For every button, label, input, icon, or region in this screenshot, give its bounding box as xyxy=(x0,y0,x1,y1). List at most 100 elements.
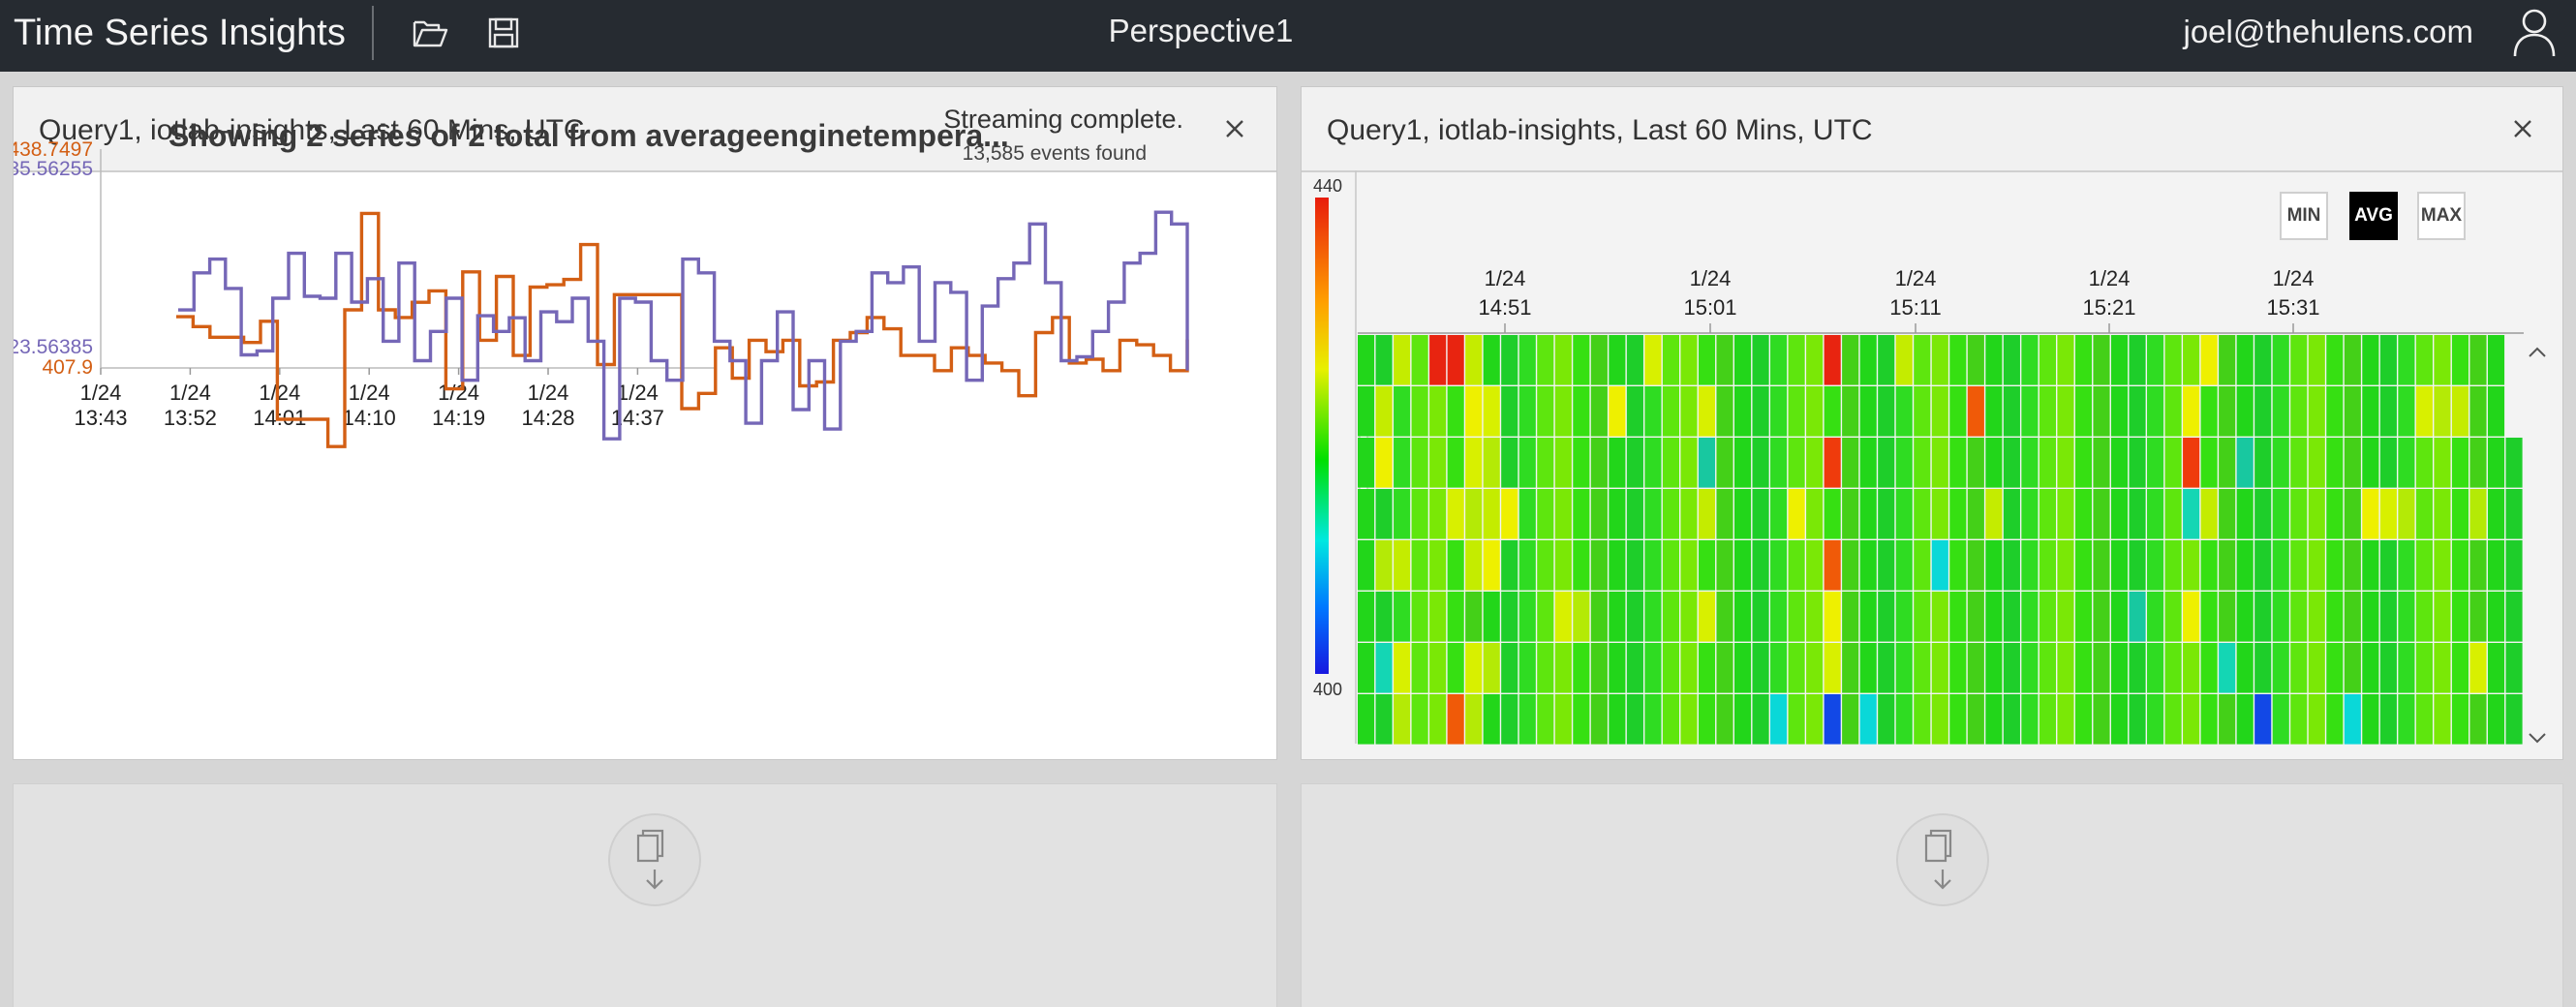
close-panel-button[interactable] xyxy=(2508,114,2537,143)
heatmap-cell xyxy=(2183,592,2200,642)
heatmap-cell xyxy=(1931,386,1948,437)
heatmap-cell xyxy=(2434,643,2451,693)
heatmap-cell xyxy=(1914,335,1931,385)
heatmap-cell xyxy=(2093,489,2110,539)
user-email[interactable]: joel@thehulens.com xyxy=(2183,14,2474,49)
add-query-button[interactable] xyxy=(608,813,701,906)
heatmap-cell xyxy=(2272,489,2289,539)
heatmap-cell xyxy=(2039,489,2056,539)
heatmap-cell xyxy=(1609,540,1626,591)
heatmap-cell xyxy=(1573,694,1590,745)
heatmap-cell xyxy=(1429,438,1447,488)
heatmap-cell xyxy=(2039,386,2056,437)
heatmap-cell xyxy=(2379,335,2397,385)
heatmap-cell xyxy=(2434,540,2451,591)
avg-button[interactable]: AVG xyxy=(2349,192,2398,240)
heatmap-cell xyxy=(1429,643,1447,693)
heatmap-cell xyxy=(1501,438,1518,488)
heatmap-cell xyxy=(2164,489,2182,539)
heatmap-cell xyxy=(1644,643,1662,693)
y-max-label-orange: 438.7497 xyxy=(14,138,93,161)
heatmap-cell xyxy=(2344,540,2361,591)
heatmap-cell xyxy=(1914,489,1931,539)
heatmap-cell xyxy=(2326,643,2344,693)
heatmap-cell xyxy=(2236,386,2254,437)
line-chart[interactable]: 1/2413:431/2413:521/2414:011/2414:101/24… xyxy=(14,87,1276,759)
heatmap-cell xyxy=(2362,643,2379,693)
close-panel-button[interactable] xyxy=(1220,114,1249,143)
heatmap-cell xyxy=(1554,489,1572,539)
save-icon[interactable] xyxy=(484,14,523,52)
user-icon[interactable] xyxy=(2510,6,2559,58)
heatmap-cell xyxy=(1931,489,1948,539)
heatmap-cell xyxy=(2003,386,2020,437)
heatmap-cell xyxy=(1394,643,1411,693)
heatmap-cell xyxy=(1716,438,1733,488)
heatmap-cell xyxy=(1573,489,1590,539)
folder-open-icon[interactable] xyxy=(411,14,449,52)
heatmap-cell xyxy=(1770,489,1788,539)
heatmap-cell xyxy=(2326,489,2344,539)
heatmap-cell xyxy=(2290,694,2308,745)
heatmap-cell xyxy=(2344,489,2361,539)
heatmap-cell xyxy=(1770,694,1788,745)
x-tick-label: 13:52 xyxy=(164,406,217,430)
max-button[interactable]: MAX xyxy=(2417,192,2466,240)
heatmap-cell xyxy=(1644,592,1662,642)
heatmap-cell xyxy=(2451,540,2469,591)
heatmap-cell xyxy=(1752,386,1769,437)
heatmap-cell xyxy=(2326,438,2344,488)
heatmap-cell xyxy=(2093,540,2110,591)
heatmap-cell xyxy=(1644,438,1662,488)
heatmap-cell xyxy=(1590,643,1608,693)
heatmap-cell xyxy=(1609,643,1626,693)
heatmap-cell xyxy=(1733,694,1752,745)
heatmap-cell xyxy=(1411,694,1428,745)
heatmap-cell xyxy=(2147,643,2164,693)
heatmap-cell xyxy=(1770,386,1788,437)
heatmap-cell xyxy=(2164,643,2182,693)
heatmap-cell xyxy=(1609,386,1626,437)
heatmap-cell xyxy=(1518,643,1536,693)
heatmap-cell xyxy=(2272,540,2289,591)
heatmap-cell xyxy=(2200,540,2218,591)
heatmap-cell xyxy=(1733,643,1752,693)
heatmap[interactable]: 440 400 1/24 14:51 1/24 15:01 1/24 15:11 1/24 15… xyxy=(1302,87,2562,759)
add-query-button[interactable] xyxy=(1896,813,1989,906)
heatmap-cell xyxy=(2469,438,2487,488)
heatmap-cell xyxy=(2272,694,2289,745)
heatmap-cell xyxy=(2487,386,2505,437)
heatmap-cell xyxy=(1878,335,1895,385)
scroll-down-arrow[interactable] xyxy=(2526,726,2549,749)
heatmap-cell xyxy=(1447,438,1464,488)
heatmap-cell xyxy=(1358,592,1375,642)
scroll-up-arrow[interactable] xyxy=(2526,341,2549,364)
series-line-purple xyxy=(178,210,1189,441)
heatmap-cell xyxy=(2487,592,2505,642)
heatmap-cell xyxy=(2290,643,2308,693)
heatmap-cell xyxy=(2021,694,2039,745)
heatmap-cell xyxy=(2219,335,2236,385)
heatmap-cell xyxy=(2057,386,2074,437)
chart-title: Showing 2 series of 2 total from average… xyxy=(169,118,1009,153)
heatmap-cell xyxy=(2183,643,2200,693)
heatmap-cell xyxy=(2074,489,2093,539)
min-button[interactable]: MIN xyxy=(2280,192,2328,240)
heatmap-cell xyxy=(1914,643,1931,693)
heatmap-cell xyxy=(1626,540,1643,591)
heatmap-cell xyxy=(1895,694,1913,745)
heatmap-cell xyxy=(2164,386,2182,437)
heatmap-cell xyxy=(1949,540,1967,591)
heatmap-cell xyxy=(2469,335,2487,385)
heatmap-cell xyxy=(1554,335,1572,385)
heatmap-cell xyxy=(1590,540,1608,591)
heatmap-cell xyxy=(1878,540,1895,591)
heatmap-cell xyxy=(2254,540,2272,591)
empty-chart-slot-left[interactable] xyxy=(14,784,1276,1007)
heatmap-cell xyxy=(2379,386,2397,437)
perspective-title[interactable]: Perspective1 xyxy=(1108,13,1294,48)
chevron-down-icon xyxy=(2529,733,2546,744)
heatmap-cell xyxy=(1788,386,1805,437)
empty-chart-slot-right[interactable] xyxy=(1302,784,2562,1007)
heatmap-cell xyxy=(2057,335,2074,385)
